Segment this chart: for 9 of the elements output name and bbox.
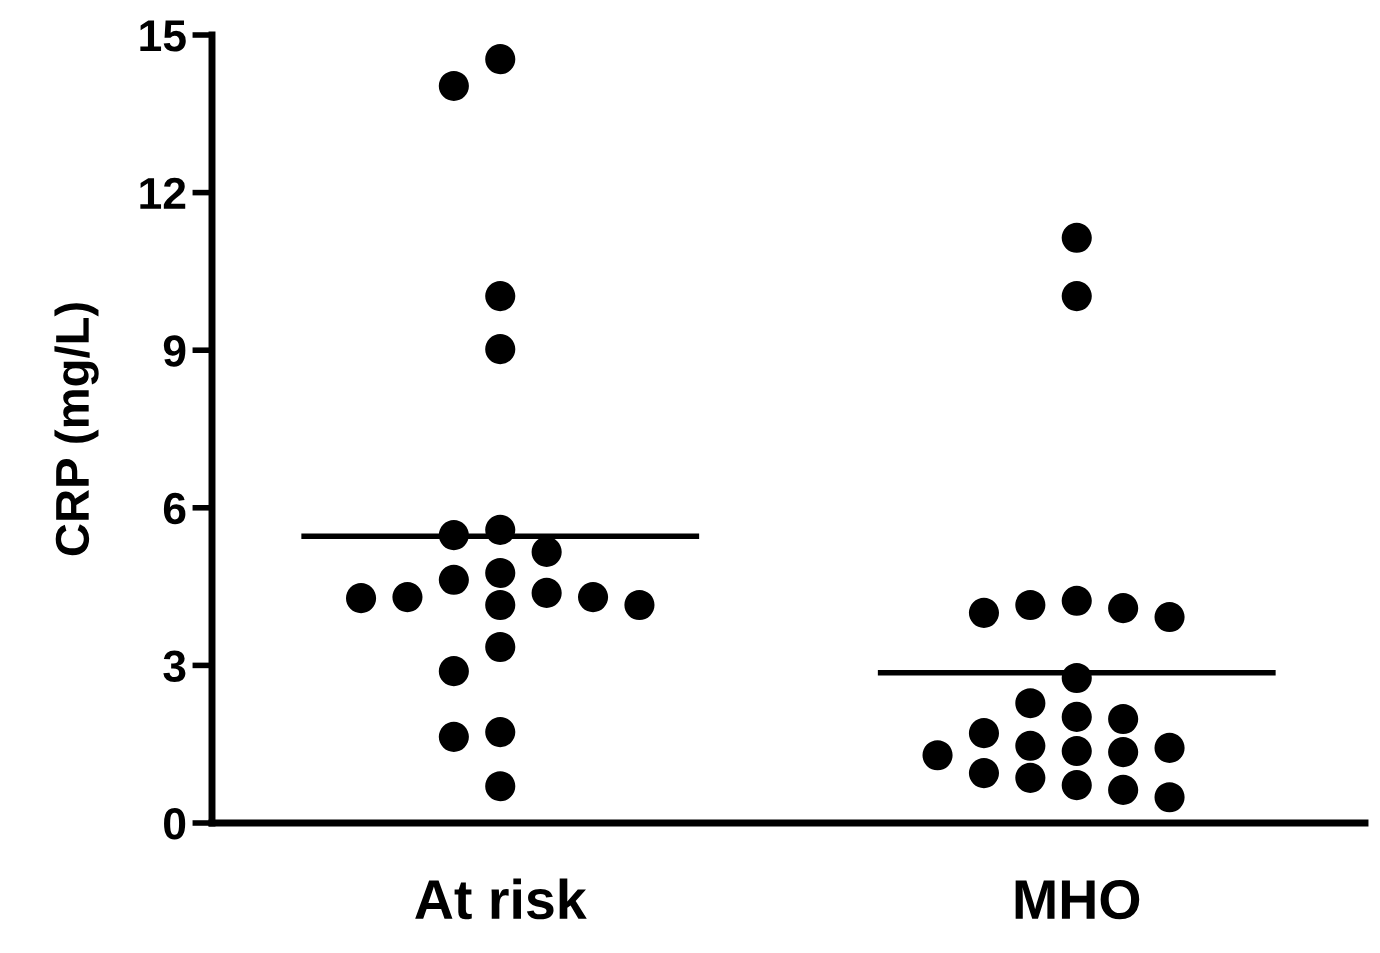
y-tick-label: 6 [163,492,186,525]
x-tick-label: At risk [415,878,587,920]
y-tick-label: 15 [140,20,186,52]
y-tick-label: 9 [163,335,186,367]
x-tick-label: MHO [1015,880,1140,920]
y-axis-title: CRP (mg/L) [54,303,99,556]
y-tick-label: 0 [164,808,186,840]
y-tick-label: 3 [163,650,186,682]
y-tick-label: 12 [140,177,186,209]
